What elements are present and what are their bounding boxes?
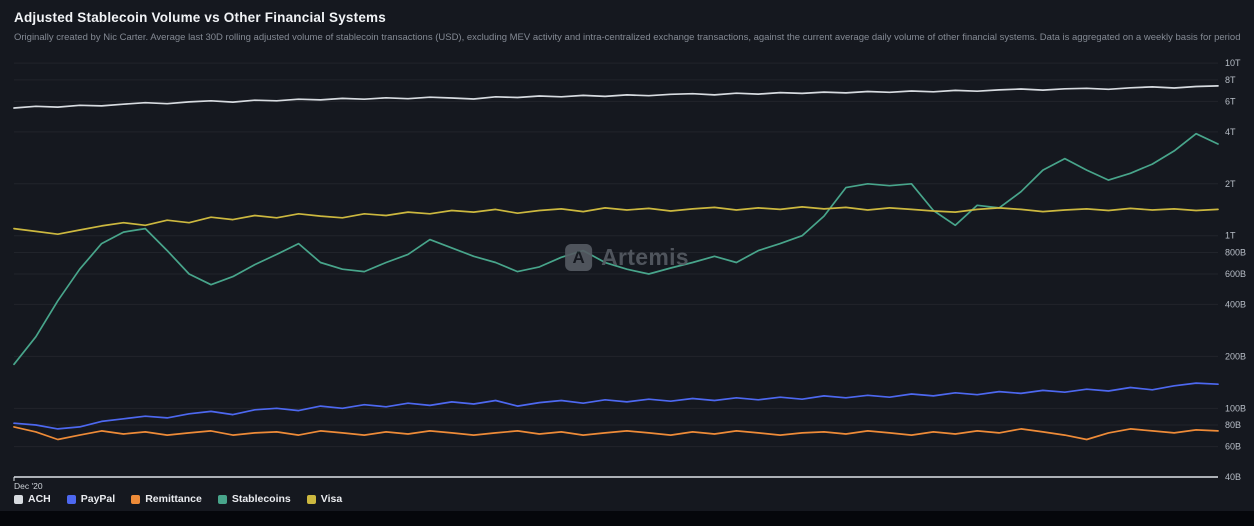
legend-label: PayPal [80,493,116,505]
legend-item-visa[interactable]: Visa [306,493,343,505]
legend-swatch-remittance [131,494,141,504]
y-tick-label: 800B [1225,247,1246,257]
legend: ACH PayPal Remittance Stablecoins Visa [14,493,342,505]
chart-title: Adjusted Stablecoin Volume vs Other Fina… [14,10,386,25]
legend-label: Visa [320,493,343,505]
legend-item-remittance[interactable]: Remittance [131,493,202,505]
y-tick-label: 6T [1225,96,1236,106]
y-tick-label: 1T [1225,231,1236,241]
y-tick-label: 80B [1225,420,1241,430]
y-tick-label: 10T [1225,58,1241,68]
series-line-ach[interactable] [13,85,1219,109]
y-tick-label: 4T [1225,127,1236,137]
legend-label: ACH [28,493,51,505]
series-line-stablecoins[interactable] [13,132,1219,366]
legend-item-stablecoins[interactable]: Stablecoins [217,493,291,505]
legend-swatch-stablecoins [217,494,227,504]
legend-label: Remittance [145,493,202,505]
chart-header: Adjusted Stablecoin Volume vs Other Fina… [14,10,1240,43]
series-line-visa[interactable] [13,206,1219,236]
chart-subtitle: Originally created by Nic Carter. Averag… [14,32,1240,43]
y-tick-label: 2T [1225,179,1236,189]
series-line-remittance[interactable] [13,426,1219,441]
y-tick-label: 40B [1225,472,1241,482]
legend-swatch-ach [14,494,23,504]
legend-item-paypal[interactable]: PayPal [66,493,116,505]
y-tick-label: 8T [1225,75,1236,85]
y-tick-label: 100B [1225,403,1246,413]
legend-swatch-visa [306,494,316,504]
legend-label: Stablecoins [231,493,291,505]
series-line-paypal[interactable] [13,382,1219,430]
y-tick-label: 60B [1225,442,1241,452]
bottom-bar [0,511,1254,526]
legend-swatch-paypal [66,494,76,504]
y-tick-label: 200B [1225,351,1246,361]
y-tick-label: 400B [1225,299,1246,309]
x-tick-label: Dec '20 [14,481,43,491]
legend-item-ach[interactable]: ACH [14,493,51,505]
y-tick-label: 600B [1225,269,1246,279]
